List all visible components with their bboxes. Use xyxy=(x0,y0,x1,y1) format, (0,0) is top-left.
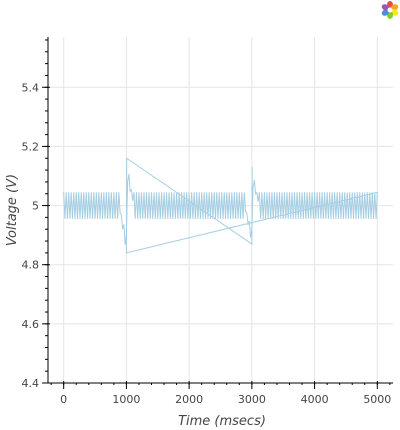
y-tick-label: 5.2 xyxy=(22,140,40,153)
x-tick-label: 4000 xyxy=(301,393,329,406)
x-tick-label: 2000 xyxy=(175,393,203,406)
y-tick-label: 5 xyxy=(32,200,39,213)
series-group xyxy=(63,157,378,254)
x-axis-label: Time (msecs) xyxy=(178,414,266,429)
y-tick-label: 4.6 xyxy=(22,318,40,331)
bokeh-logo-icon[interactable] xyxy=(381,1,399,19)
x-tick-label: 3000 xyxy=(238,393,266,406)
x-tick-label: 1000 xyxy=(112,393,140,406)
y-axis-ticks: 4.4 4.6 4.8 5 5.2 5.4 xyxy=(22,39,50,390)
series-line-0 xyxy=(63,157,378,254)
x-tick-label: 0 xyxy=(60,393,67,406)
y-axis-label: Voltage (V) xyxy=(5,174,20,246)
x-tick-label: 5000 xyxy=(363,393,391,406)
x-axis-ticks: 0 1000 2000 3000 4000 5000 xyxy=(50,381,391,406)
axes xyxy=(47,37,393,384)
y-tick-label: 4.8 xyxy=(22,259,40,272)
y-tick-label: 4.4 xyxy=(22,377,40,390)
y-tick-label: 5.4 xyxy=(22,81,40,94)
